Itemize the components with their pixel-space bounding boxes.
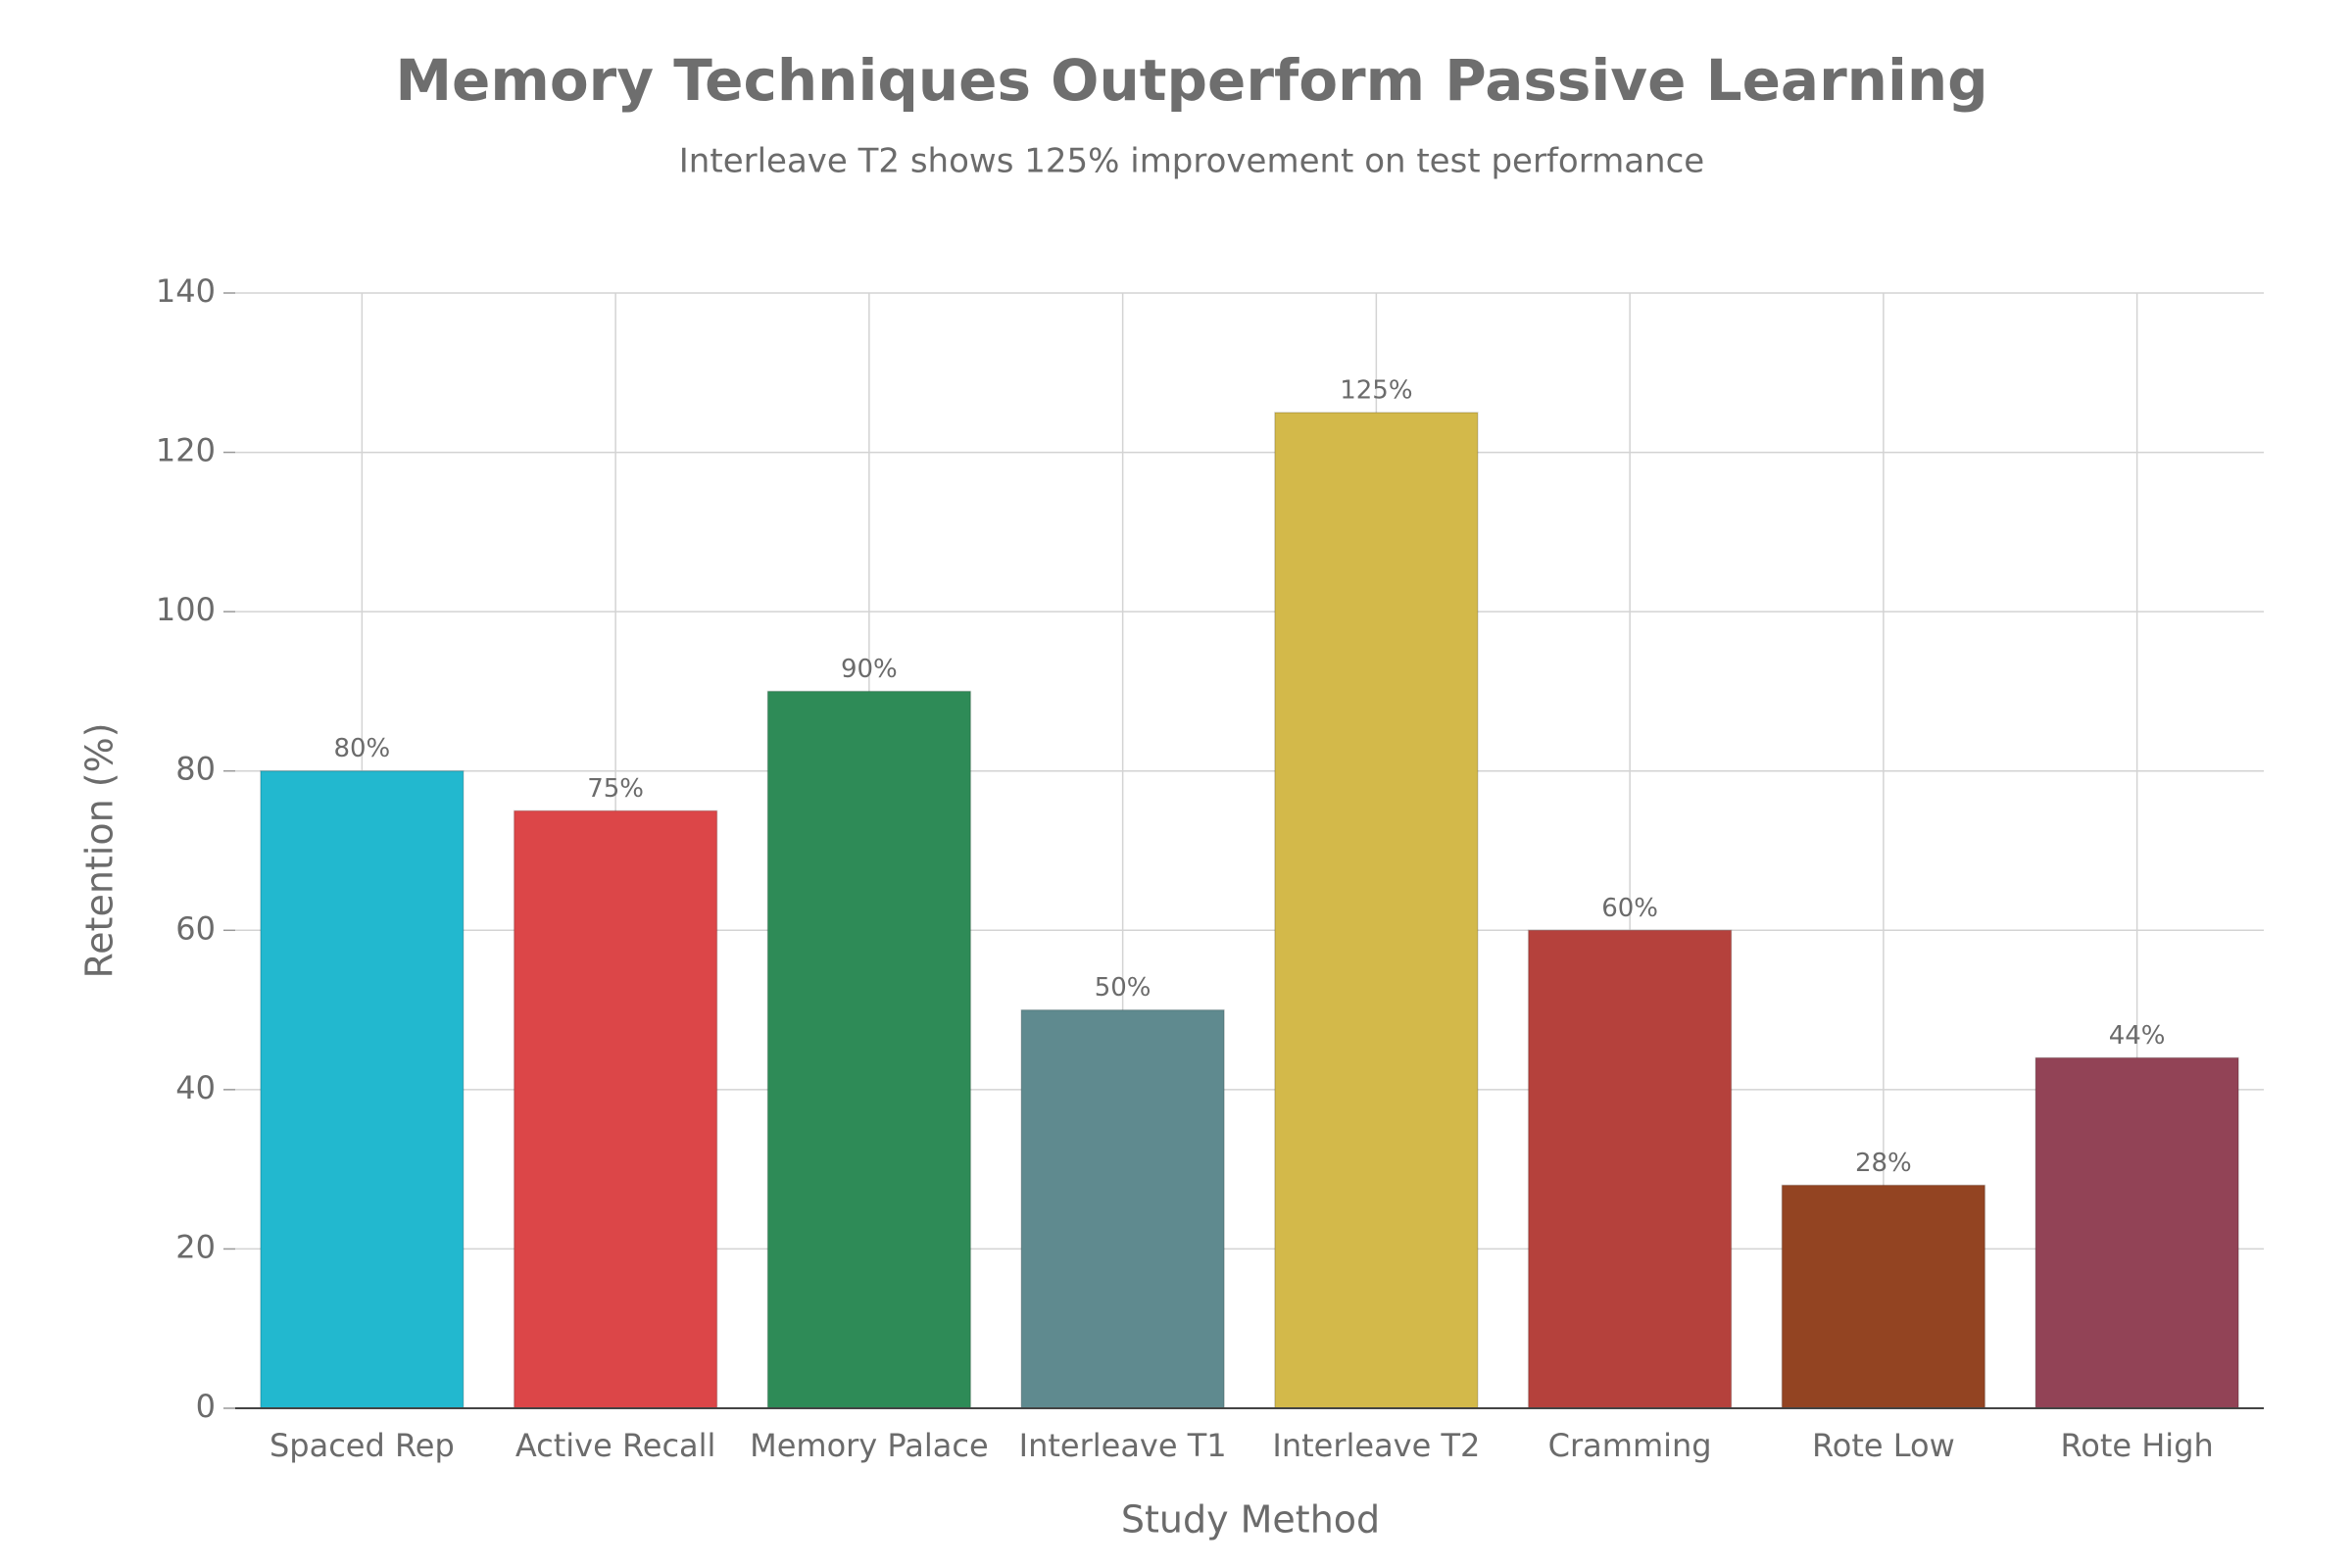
bar (2034, 1056, 2239, 1409)
value-label: 90% (841, 655, 898, 684)
value-label: 50% (1095, 973, 1152, 1003)
value-label: 44% (2109, 1021, 2166, 1051)
y-tick-label: 0 (196, 1388, 216, 1425)
bar (1020, 1008, 1225, 1409)
value-label: 75% (587, 774, 644, 804)
chart-title: Memory Techniques Outperform Passive Lea… (395, 47, 1987, 114)
x-tick-label: Rote Low (1812, 1427, 1955, 1464)
bar (766, 690, 972, 1409)
value-label: 80% (333, 734, 390, 763)
x-tick-label: Interleave T2 (1272, 1427, 1480, 1464)
y-tick-label: 100 (156, 591, 216, 628)
bar (1781, 1184, 1986, 1409)
y-tick-label: 40 (175, 1069, 216, 1106)
bar (1527, 929, 1733, 1409)
x-tick-label: Interleave T1 (1019, 1427, 1227, 1464)
value-label: 125% (1340, 375, 1412, 405)
x-tick-label: Cramming (1548, 1427, 1712, 1464)
x-axis-title: Study Method (1121, 1498, 1380, 1542)
y-tick-label: 120 (156, 432, 216, 469)
bar (513, 809, 718, 1409)
chart-subtitle: Interleave T2 shows 125% improvement on … (679, 142, 1704, 181)
bar (1274, 412, 1479, 1409)
x-tick-label: Spaced Rep (270, 1427, 455, 1464)
y-tick-label: 60 (175, 909, 216, 947)
y-tick-label: 140 (156, 272, 216, 310)
bar (260, 769, 465, 1409)
x-tick-label: Rote High (2060, 1427, 2213, 1464)
y-axis-title: Retention (%) (78, 722, 122, 978)
y-tick-label: 20 (175, 1228, 216, 1265)
x-tick-label: Active Recall (515, 1427, 716, 1464)
y-tick-label: 80 (175, 751, 216, 788)
value-label: 28% (1855, 1149, 1912, 1178)
x-tick-label: Memory Palace (750, 1427, 989, 1464)
value-label: 60% (1601, 894, 1658, 923)
